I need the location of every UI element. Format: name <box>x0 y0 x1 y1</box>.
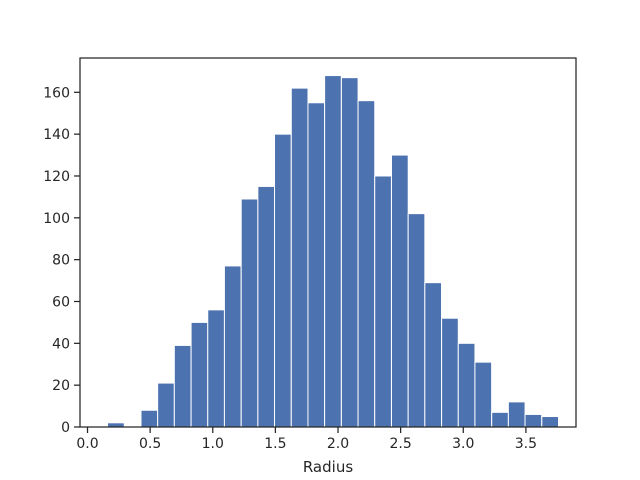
y-tick-label: 120 <box>43 169 70 185</box>
y-axis-ticks: 0 20 40 60 80 100 120 140 160 <box>43 85 80 436</box>
y-tick-label: 100 <box>43 211 70 227</box>
histogram-bar <box>173 344 192 428</box>
y-tick-label: 80 <box>52 253 70 269</box>
histogram-bar <box>340 77 359 428</box>
x-tick-label: 2.5 <box>390 436 412 452</box>
x-axis-ticks: 0.0 0.5 1.0 1.5 2.0 2.5 3.0 3.5 <box>76 427 537 452</box>
histogram-bar <box>140 409 159 428</box>
histogram-bar <box>457 342 476 428</box>
histogram-bar <box>207 309 225 428</box>
y-tick-label: 40 <box>52 336 70 352</box>
x-tick-label: 0.5 <box>139 436 161 452</box>
histogram-bar <box>257 185 276 428</box>
histogram-bar <box>491 411 509 428</box>
y-tick-label: 60 <box>52 294 70 310</box>
histogram-bar <box>240 198 259 428</box>
histogram-bar <box>541 416 560 428</box>
histogram-bar <box>357 100 376 428</box>
histogram-bars <box>107 75 560 428</box>
histogram-bar <box>524 413 543 428</box>
y-tick-label: 20 <box>52 378 70 394</box>
histogram-bar <box>290 87 309 428</box>
histogram-bar <box>407 213 426 428</box>
x-tick-label: 0.0 <box>76 436 98 452</box>
x-tick-label: 1.5 <box>264 436 286 452</box>
plot-frame <box>79 57 577 428</box>
histogram-bar <box>374 175 392 428</box>
x-tick-label: 1.0 <box>202 436 224 452</box>
histogram-bar <box>223 265 242 428</box>
histogram-bar <box>190 321 209 428</box>
histogram-bar <box>324 75 342 428</box>
histogram-bar <box>441 317 459 428</box>
x-tick-label: 3.5 <box>515 436 537 452</box>
histogram-bar <box>391 154 409 428</box>
histogram-bar <box>507 401 526 428</box>
y-tick-label: 160 <box>43 85 70 101</box>
histogram-bar <box>474 361 493 428</box>
histogram-bar <box>307 102 326 428</box>
x-tick-label: 2.0 <box>327 436 349 452</box>
x-tick-label: 3.0 <box>452 436 474 452</box>
y-tick-label: 140 <box>43 127 70 143</box>
histogram-bar <box>157 382 175 428</box>
histogram-bar <box>274 133 292 428</box>
y-tick-label: 0 <box>61 420 70 436</box>
histogram-bar <box>107 422 125 428</box>
histogram-bar <box>424 282 443 428</box>
x-axis-label: Radius <box>303 458 353 476</box>
